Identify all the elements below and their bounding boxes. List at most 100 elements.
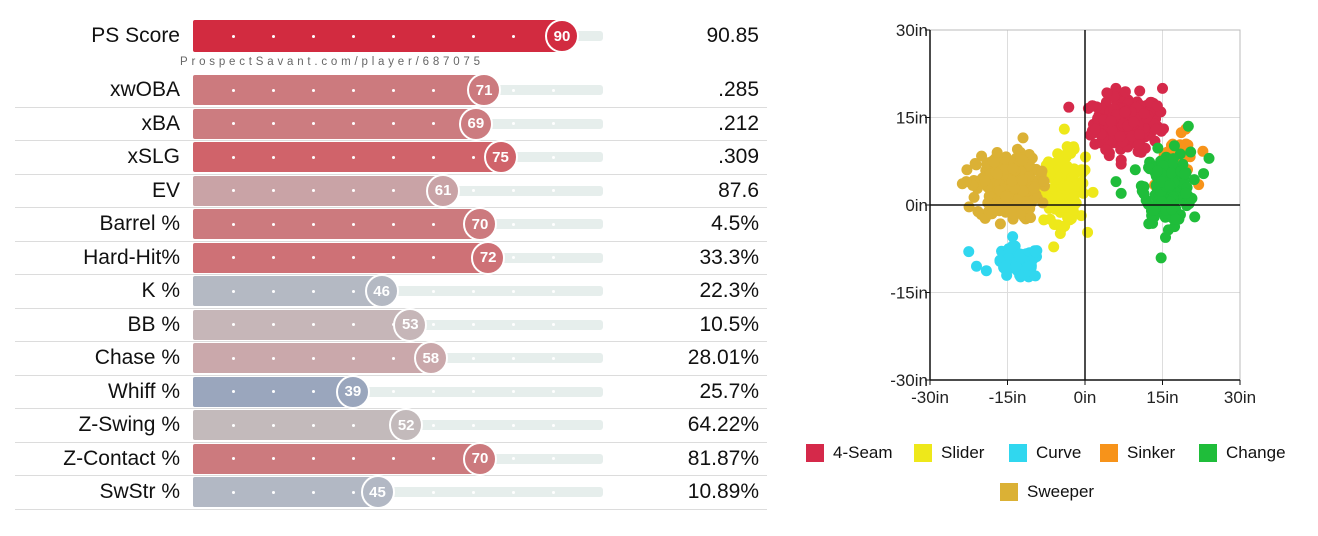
percentile-bar	[193, 75, 485, 105]
data-point	[1119, 86, 1131, 98]
legend-swatch	[1199, 444, 1217, 462]
x-tick-label: 15in	[1146, 388, 1178, 407]
metric-value: 64.22%	[687, 413, 759, 436]
bar-tick-dot	[551, 490, 555, 494]
percentile-bar	[193, 443, 480, 474]
bar-tick-dot	[311, 289, 315, 293]
data-point	[1062, 180, 1074, 192]
legend-label: Change	[1226, 443, 1286, 462]
bar-tick-dot	[271, 323, 275, 326]
metric-value: 28.01%	[687, 346, 759, 369]
data-point	[1082, 226, 1094, 238]
legend-swatch	[1000, 483, 1018, 501]
data-point	[994, 218, 1006, 230]
bar-tick-dot	[511, 34, 515, 38]
bar-tick-dot	[271, 155, 275, 159]
data-point	[1182, 120, 1194, 132]
bar-tick-dot	[511, 390, 515, 393]
data-point	[968, 191, 980, 203]
metric-label: SwStr %	[99, 480, 180, 503]
data-point	[1007, 163, 1019, 175]
bar-tick-dot	[231, 88, 235, 92]
legend-swatch	[1100, 444, 1118, 462]
watermark: ProspectSavant.com/player/687075	[180, 56, 484, 68]
data-point	[979, 175, 991, 187]
data-point	[1188, 174, 1200, 186]
bar-tick-dot	[231, 390, 235, 393]
bar-tick-dot	[511, 356, 515, 360]
bar-tick-dot	[391, 256, 395, 259]
data-point	[1060, 164, 1072, 176]
bar-tick-dot	[311, 222, 315, 226]
metric-row: xBA 69 .212	[15, 106, 767, 141]
bar-tick-dot	[351, 88, 355, 92]
y-tick-label: 0in	[905, 196, 928, 215]
bar-tick-dot	[471, 390, 475, 393]
percentile-bar	[193, 242, 489, 273]
bar-tick-dot	[231, 122, 235, 125]
series-slider	[1028, 123, 1099, 253]
data-point	[960, 176, 972, 188]
percentile-track	[223, 286, 603, 296]
data-point	[1014, 252, 1026, 264]
metric-row: Chase % 58 28.01%	[15, 341, 767, 376]
bar-tick-dot	[231, 323, 235, 326]
metric-value: .212	[718, 111, 759, 135]
data-point	[1198, 168, 1210, 180]
data-point	[1017, 185, 1029, 197]
metric-value: 4.5%	[711, 212, 759, 235]
data-point	[976, 150, 988, 162]
bar-tick-dot	[351, 323, 355, 326]
bar-tick-dot	[311, 323, 315, 326]
metric-label: Z-Contact %	[63, 446, 180, 470]
bar-tick-dot	[351, 289, 355, 293]
data-point	[1115, 187, 1127, 199]
bar-tick-dot	[311, 256, 315, 259]
bar-tick-dot	[351, 34, 355, 38]
percentile-badge: 70	[463, 441, 497, 476]
bar-tick-dot	[511, 256, 515, 259]
bar-tick-dot	[511, 423, 515, 427]
data-point	[1151, 165, 1163, 177]
series-curve	[963, 231, 1043, 283]
data-point	[1152, 142, 1164, 154]
data-point	[1017, 154, 1029, 166]
metric-value: .285	[718, 78, 759, 101]
metric-row: EV 61 87.6	[15, 173, 767, 208]
bar-tick-dot	[551, 222, 555, 226]
percentile-badge: 58	[413, 341, 448, 375]
data-point	[1133, 129, 1145, 141]
data-point	[1119, 106, 1131, 118]
percentile-bar	[193, 309, 411, 340]
pitch-movement-chart: 30in 15in 0in -15in -30in -30in -15in 0in 15in 30…	[780, 0, 1318, 536]
bar-tick-dot	[231, 423, 235, 427]
data-point	[1151, 100, 1163, 112]
bar-tick-dot	[391, 122, 395, 125]
bar-tick-dot	[271, 256, 275, 259]
data-point	[1128, 116, 1140, 128]
bar-tick-dot	[551, 155, 555, 159]
data-point	[1014, 207, 1026, 219]
percentile-badge: 72	[471, 240, 506, 275]
metric-row: Barrel % 70 4.5%	[15, 207, 767, 242]
bar-tick-dot	[391, 155, 395, 159]
x-tick-label: 0in	[1074, 388, 1097, 407]
data-point	[1129, 164, 1141, 176]
data-point	[963, 246, 975, 258]
bar-tick-dot	[271, 88, 275, 92]
metric-value: 10.5%	[699, 312, 759, 336]
data-point	[983, 190, 995, 202]
bar-tick-dot	[231, 222, 235, 226]
metric-label: PS Score	[91, 24, 180, 47]
data-point	[1168, 140, 1180, 152]
y-tick-label: -15in	[890, 284, 928, 303]
data-point	[1028, 182, 1040, 194]
bar-tick-dot	[271, 34, 275, 38]
metric-row: Z-Contact % 70 81.87%	[15, 441, 767, 476]
metric-row: Z-Swing % 52 64.22%	[15, 408, 767, 443]
legend-item: Change	[1199, 443, 1286, 463]
bar-tick-dot	[351, 423, 355, 427]
metric-label: xBA	[141, 111, 180, 135]
metric-label: xSLG	[127, 145, 180, 168]
bar-tick-dot	[271, 457, 275, 460]
